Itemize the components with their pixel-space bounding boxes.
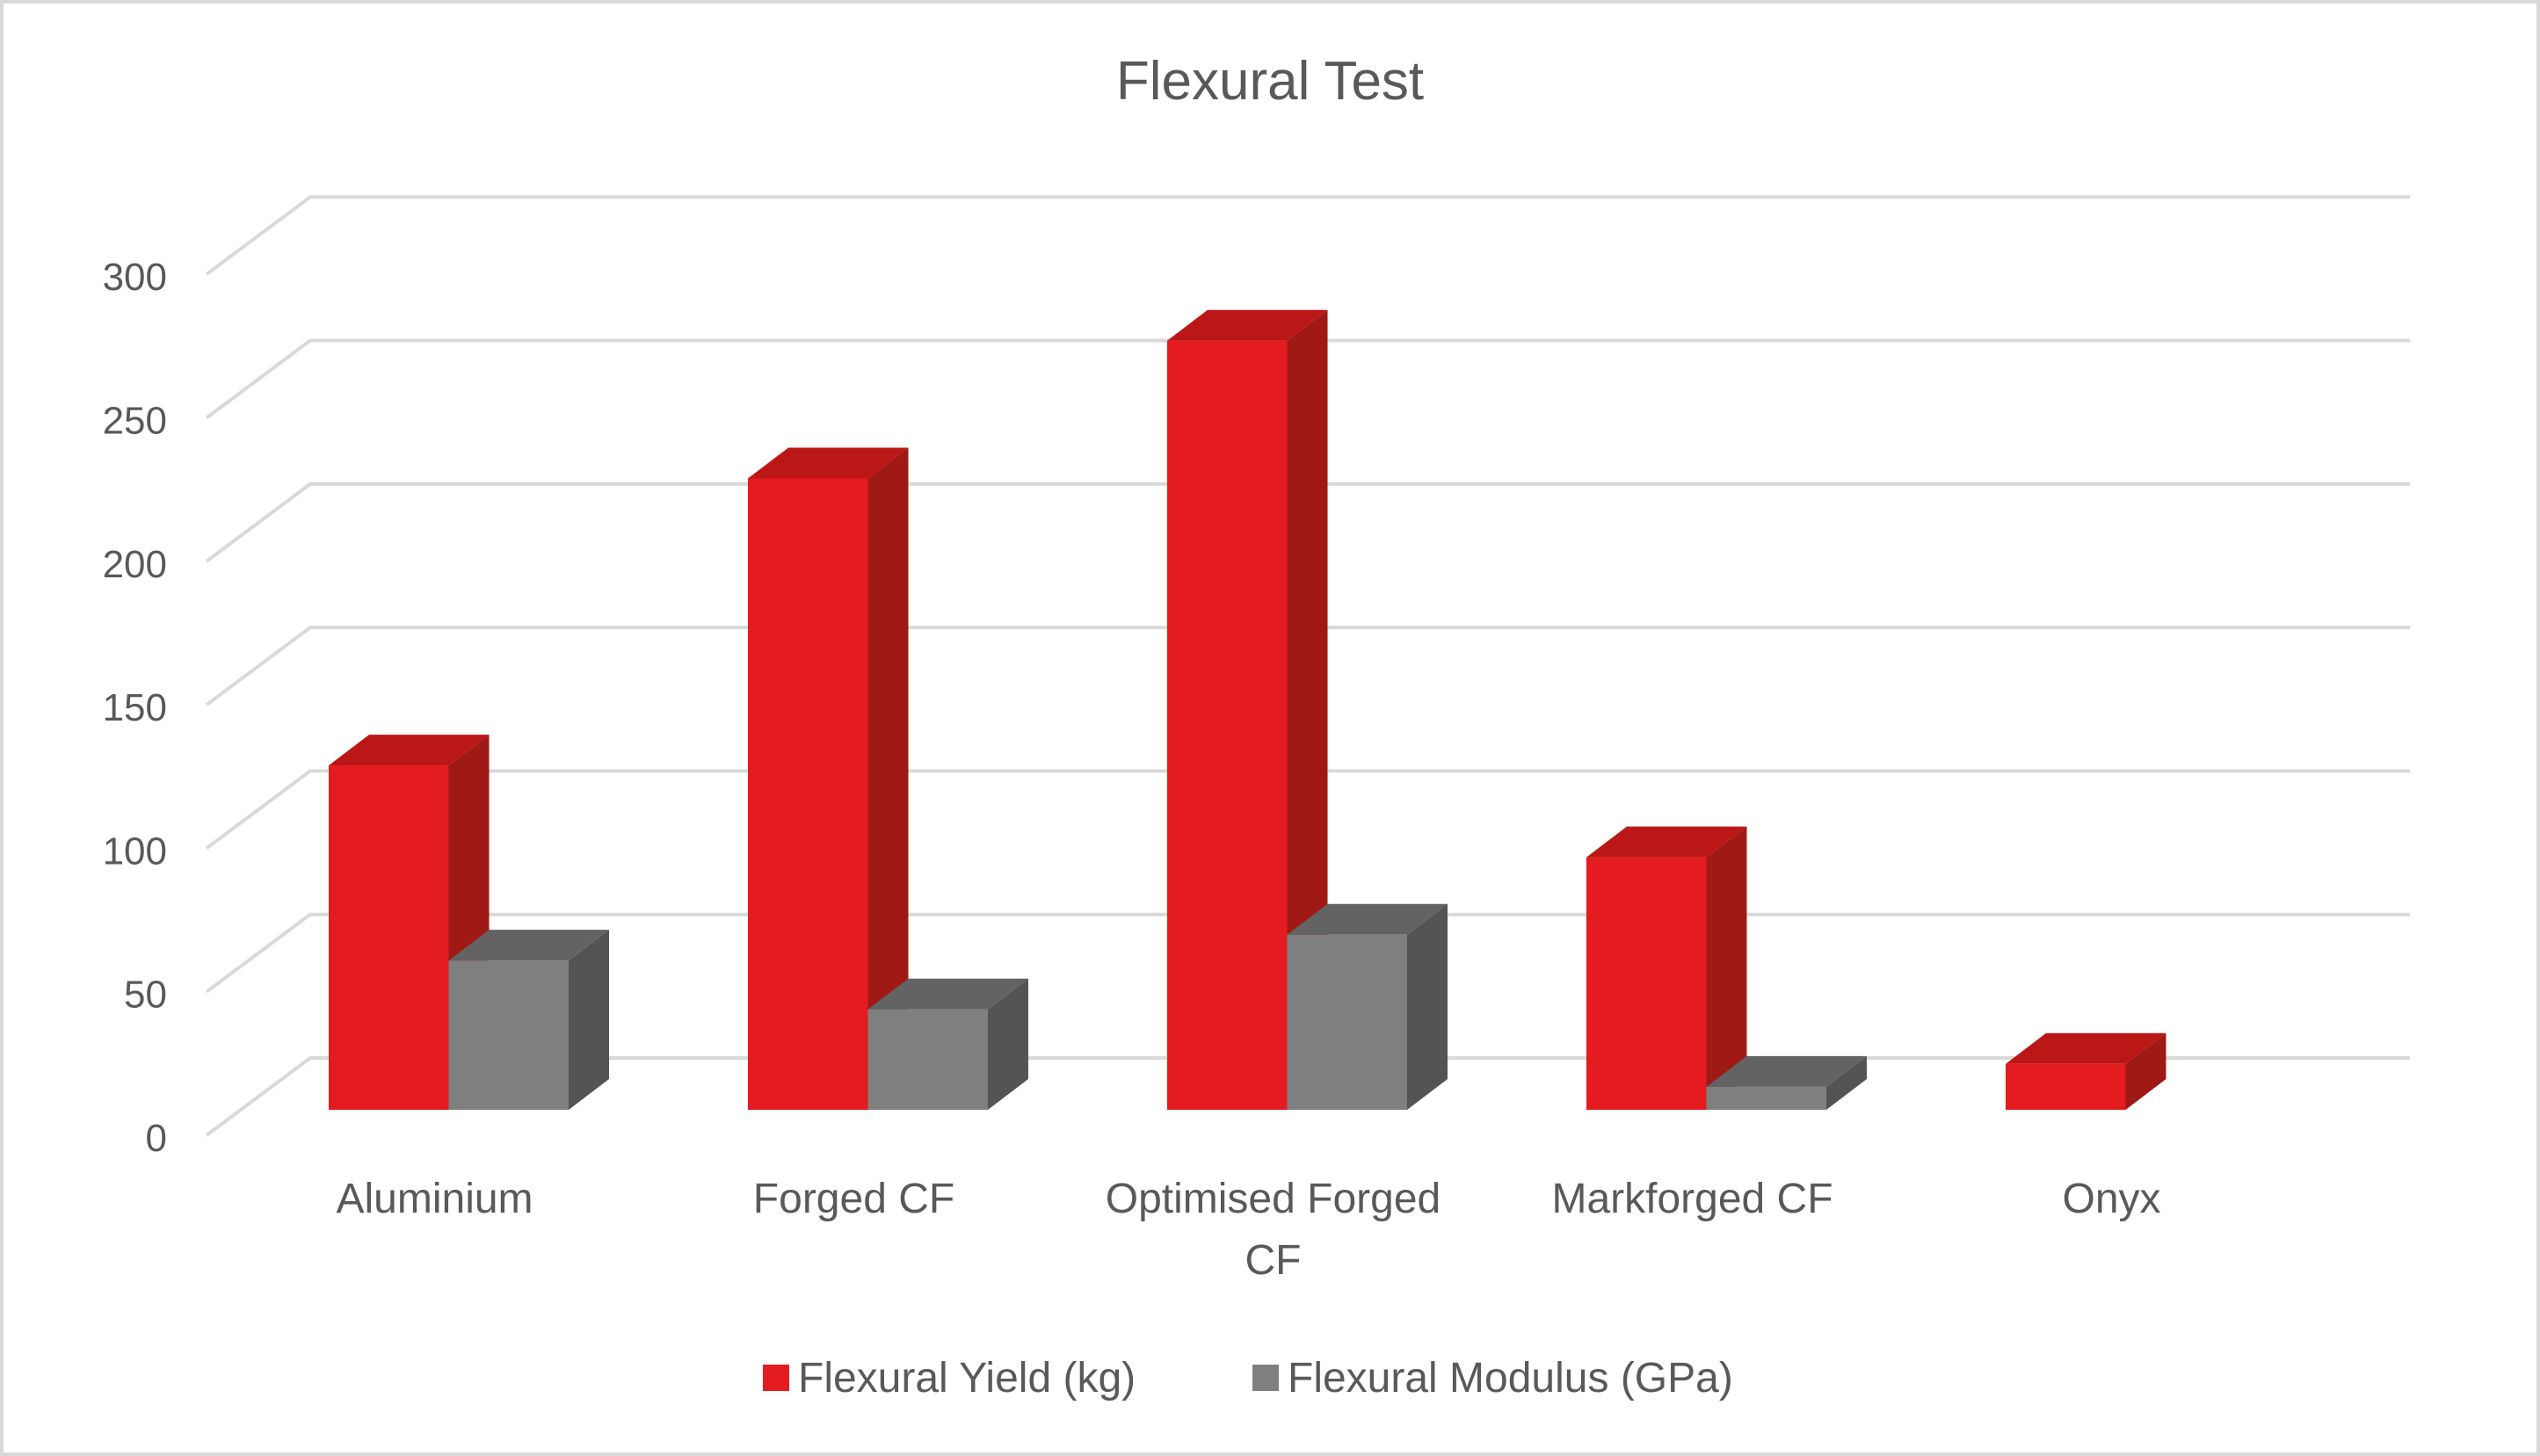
x-category-label: Markforged CF bbox=[1551, 1176, 1832, 1222]
plot-bars bbox=[329, 309, 2166, 1111]
bar-yield-onyx[interactable] bbox=[2006, 1032, 2166, 1110]
bar-yield-markforged-cf[interactable] bbox=[1586, 826, 1747, 1110]
gridline-250 bbox=[205, 338, 2410, 420]
bar-front bbox=[748, 478, 868, 1110]
y-tick-label: 200 bbox=[103, 543, 167, 586]
x-category-label: Onyx bbox=[2062, 1176, 2160, 1222]
legend-label: Flexural Modulus (GPa) bbox=[1288, 1355, 1733, 1402]
bar-yield-forged-cf[interactable] bbox=[748, 447, 909, 1111]
bar-modulus-markforged-cf[interactable] bbox=[1706, 1055, 1868, 1110]
bar-front bbox=[2006, 1063, 2126, 1110]
bar-top bbox=[1586, 826, 1747, 858]
bar-side bbox=[1706, 826, 1747, 1110]
bar-side bbox=[988, 978, 1028, 1110]
y-tick-label: 250 bbox=[103, 400, 167, 443]
bar-side bbox=[867, 447, 909, 1111]
legend-item-modulus[interactable]: Flexural Modulus (GPa) bbox=[1252, 1355, 1733, 1402]
chart-title: Flexural Test bbox=[1116, 51, 1424, 112]
y-axis: 0 50 100 150 200 250 300 bbox=[103, 256, 167, 1160]
bar-top bbox=[329, 735, 490, 766]
bar-top bbox=[448, 930, 609, 961]
legend-item-yield[interactable]: Flexural Yield (kg) bbox=[763, 1355, 1136, 1402]
bar-front bbox=[1167, 340, 1288, 1110]
y-tick-label: 50 bbox=[124, 974, 167, 1017]
bar-side bbox=[1287, 309, 1328, 1110]
bar-modulus-optimised-forged-cf[interactable] bbox=[1287, 903, 1448, 1110]
bar-front bbox=[867, 1009, 988, 1110]
bar-front bbox=[329, 765, 449, 1110]
y-tick-label: 150 bbox=[103, 686, 167, 729]
bar-top bbox=[748, 447, 909, 479]
bar-front bbox=[448, 960, 569, 1110]
bar-side bbox=[1826, 1055, 1867, 1110]
bar-top bbox=[2006, 1032, 2166, 1064]
gridline-200 bbox=[205, 482, 2410, 563]
bar-top bbox=[867, 978, 1028, 1010]
bar-side bbox=[1407, 903, 1448, 1110]
y-tick-label: 100 bbox=[103, 829, 167, 873]
legend-label: Flexural Yield (kg) bbox=[798, 1355, 1136, 1402]
y-tick-label: 300 bbox=[103, 256, 167, 299]
y-tick-label: 0 bbox=[146, 1117, 167, 1160]
legend-swatch-icon bbox=[1252, 1365, 1279, 1391]
bar-front bbox=[1287, 934, 1407, 1110]
x-category-label: Optimised Forged CF bbox=[1106, 1176, 1441, 1284]
bar-front bbox=[1586, 857, 1707, 1110]
legend-swatch-icon bbox=[763, 1365, 789, 1391]
x-category-label: Aluminium bbox=[336, 1176, 533, 1222]
bar-modulus-forged-cf[interactable] bbox=[867, 978, 1029, 1110]
bar-top bbox=[1287, 903, 1448, 935]
bar-modulus-aluminium[interactable] bbox=[448, 930, 610, 1110]
bar-front bbox=[1706, 1086, 1826, 1110]
bar-top bbox=[1167, 309, 1328, 341]
x-category-label: Forged CF bbox=[753, 1176, 954, 1222]
bar-side bbox=[569, 930, 609, 1110]
gridline-150 bbox=[205, 626, 2410, 706]
gridline-300 bbox=[205, 195, 2410, 276]
bar-yield-optimised-forged-cf[interactable] bbox=[1167, 309, 1328, 1110]
bar-side bbox=[2125, 1032, 2166, 1110]
gridline-100 bbox=[205, 769, 2410, 851]
legend[interactable]: Flexural Yield (kg) Flexural Modulus (GPa… bbox=[763, 1355, 1733, 1402]
x-axis-labels: Aluminium Forged CF Optimised Forged CF Mark… bbox=[336, 1176, 2160, 1284]
bar-top bbox=[1706, 1055, 1867, 1087]
